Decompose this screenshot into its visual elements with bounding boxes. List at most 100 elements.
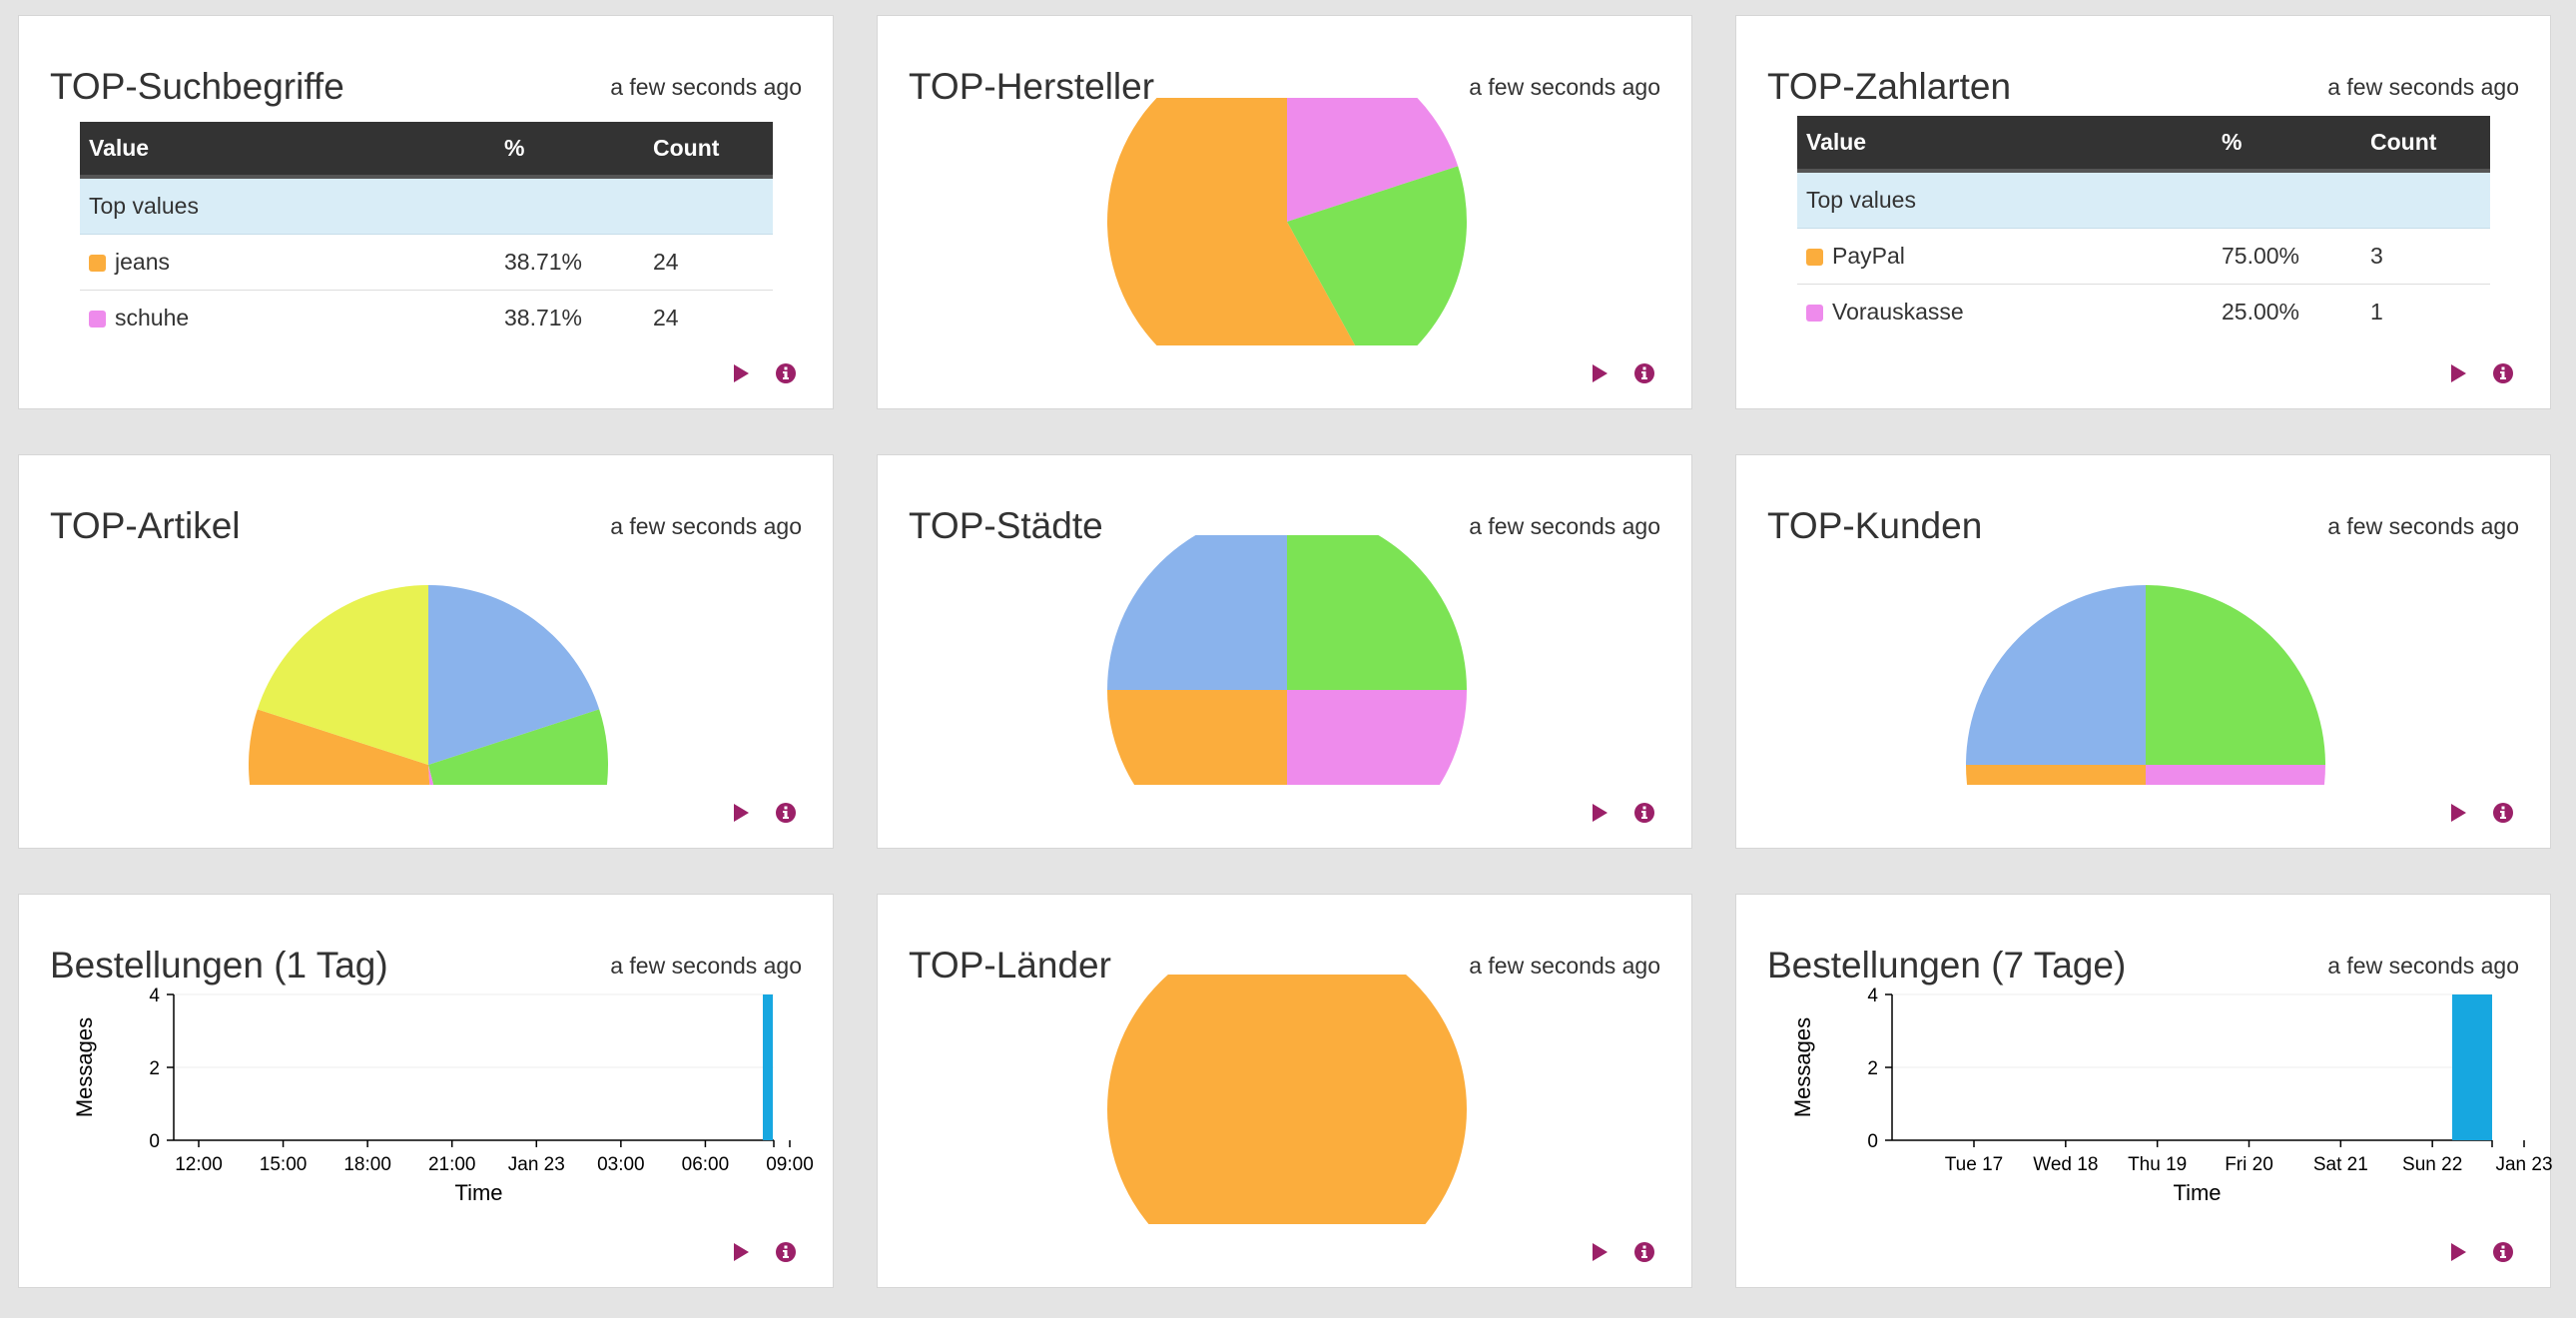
table-row[interactable]: PayPal 75.00% 3: [1797, 228, 2490, 285]
legend-swatch: [1806, 249, 1823, 266]
column-header-count[interactable]: Count: [644, 122, 773, 179]
row-count: 3: [2361, 228, 2490, 285]
info-icon[interactable]: [2491, 801, 2515, 825]
group-row-top-values: Top values: [80, 177, 773, 235]
column-header-value[interactable]: Value: [80, 122, 495, 179]
info-icon[interactable]: [1632, 801, 1656, 825]
widget-bestellungen-7-tage: Bestellungen (7 Tage) a few seconds ago …: [1735, 894, 2552, 1288]
x-tick-label: 09:00: [766, 1154, 814, 1175]
pie-slice[interactable]: [1287, 166, 1467, 378]
table-row[interactable]: schuhe 38.71% 24: [80, 291, 773, 346]
widget-top-kunden: TOP-Kunden a few seconds ago: [1735, 454, 2551, 849]
pie-slice[interactable]: [257, 585, 428, 765]
bar[interactable]: [763, 994, 773, 1140]
widget-timestamp: a few seconds ago: [1469, 953, 1660, 979]
pie-slice[interactable]: [1107, 690, 1287, 850]
pie-slice[interactable]: [1107, 510, 1287, 690]
play-icon[interactable]: [1588, 361, 1611, 385]
pie-slice[interactable]: [428, 585, 600, 765]
pie-slice[interactable]: [428, 709, 608, 850]
pie-slice[interactable]: [1966, 585, 2146, 765]
widget-title: TOP-Länder: [909, 945, 1111, 986]
y-tick-label: 4: [149, 986, 160, 1006]
play-icon[interactable]: [729, 1240, 753, 1264]
info-icon[interactable]: [1632, 1240, 1656, 1264]
info-icon[interactable]: [2491, 361, 2515, 385]
pie-slice[interactable]: [2146, 585, 2325, 765]
row-percent: 75.00%: [2213, 228, 2361, 285]
info-icon[interactable]: [1632, 361, 1656, 385]
y-axis-label: Messages: [72, 1017, 97, 1117]
row-label: PayPal: [1832, 243, 1905, 269]
x-axis-label: Time: [454, 1180, 502, 1205]
play-icon[interactable]: [2446, 801, 2470, 825]
table-row[interactable]: jeans 38.71% 24: [80, 234, 773, 291]
widget-top-staedte: TOP-Städte a few seconds ago: [877, 454, 1692, 849]
row-percent: 38.71%: [504, 305, 583, 330]
play-icon[interactable]: [729, 361, 753, 385]
info-icon[interactable]: [774, 801, 798, 825]
column-header-percent[interactable]: %: [495, 122, 644, 179]
pie-chart: [249, 585, 608, 850]
x-tick-label: Jan 23: [2495, 1154, 2552, 1175]
y-axis-label: Messages: [1790, 1017, 1815, 1117]
widget-title: TOP-Suchbegriffe: [50, 66, 344, 107]
column-header-percent[interactable]: %: [2213, 116, 2361, 173]
widget-title: Bestellungen (1 Tag): [50, 945, 388, 986]
legend-swatch: [89, 311, 106, 328]
widget-timestamp: a few seconds ago: [2327, 74, 2519, 100]
row-percent: 25.00%: [2222, 299, 2300, 325]
values-table: Value % Count Top values PayPal 75.00% 3…: [1797, 116, 2490, 339]
pie-slice[interactable]: [1107, 930, 1467, 1289]
y-tick-label: 0: [149, 1131, 160, 1152]
column-header-value[interactable]: Value: [1797, 116, 2213, 173]
row-percent: 38.71%: [495, 234, 644, 291]
bar-chart: 0 2 4 Tue 17 Wed 18 Thu 19 Fri 20 Sat 21 Sun 22 J…: [1790, 986, 2552, 1205]
widget-title: Bestellungen (7 Tage): [1767, 945, 2127, 986]
pie-slice[interactable]: [428, 765, 473, 850]
info-icon[interactable]: [774, 1240, 798, 1264]
widget-top-zahlarten: TOP-Zahlarten a few seconds ago Value % …: [1735, 15, 2551, 409]
widget-timestamp: a few seconds ago: [2327, 513, 2519, 539]
values-table: Value % Count Top values jeans 38.71% 24…: [80, 122, 773, 345]
play-icon[interactable]: [729, 801, 753, 825]
play-icon[interactable]: [1588, 1240, 1611, 1264]
play-icon[interactable]: [2446, 1240, 2470, 1264]
x-tick-label: 21:00: [428, 1154, 476, 1175]
pie-slice[interactable]: [1287, 690, 1467, 850]
y-tick-label: 2: [149, 1058, 160, 1079]
column-header-count[interactable]: Count: [2361, 116, 2490, 173]
widget-bestellungen-1-tag: Bestellungen (1 Tag) a few seconds ago 0…: [18, 894, 834, 1288]
pie-slice[interactable]: [1287, 510, 1467, 690]
pie-slice[interactable]: [249, 709, 439, 850]
x-tick-label: 06:00: [682, 1154, 730, 1175]
x-tick-label: 03:00: [597, 1154, 645, 1175]
table-row[interactable]: Vorauskasse 25.00% 1: [1797, 285, 2490, 340]
bar[interactable]: [2452, 994, 2492, 1140]
x-axis-label: Time: [2173, 1180, 2221, 1205]
group-row-top-values: Top values: [1797, 171, 2490, 229]
y-tick-label: 0: [1867, 1131, 1878, 1152]
widget-timestamp: a few seconds ago: [1469, 513, 1660, 539]
widget-timestamp: a few seconds ago: [610, 74, 802, 100]
row-count: 24: [653, 305, 679, 330]
pie-slice[interactable]: [1966, 765, 2146, 850]
info-icon[interactable]: [2491, 1240, 2515, 1264]
play-icon[interactable]: [1588, 801, 1611, 825]
row-label: jeans: [115, 249, 170, 275]
widget-top-suchbegriffe: TOP-Suchbegriffe a few seconds ago Value…: [18, 15, 834, 409]
x-tick-label: Fri 20: [2225, 1154, 2273, 1175]
widget-title: TOP-Kunden: [1767, 505, 1983, 546]
x-tick-label: Sun 22: [2402, 1154, 2462, 1175]
bar-chart: 0 2 4 12:00 15:00 18:00 21:00 Jan 23 03:00 06:00 0…: [72, 986, 814, 1205]
play-icon[interactable]: [2446, 361, 2470, 385]
info-icon[interactable]: [774, 361, 798, 385]
x-tick-label: Sat 21: [2313, 1154, 2368, 1175]
widget-title: TOP-Städte: [909, 505, 1103, 546]
pie-chart: [1107, 930, 1467, 1289]
pie-slice[interactable]: [1287, 42, 1459, 222]
pie-slice[interactable]: [1107, 42, 1374, 401]
x-tick-label: 12:00: [175, 1154, 223, 1175]
pie-slice[interactable]: [2146, 765, 2325, 850]
x-tick-label: Tue 17: [1945, 1154, 2003, 1175]
